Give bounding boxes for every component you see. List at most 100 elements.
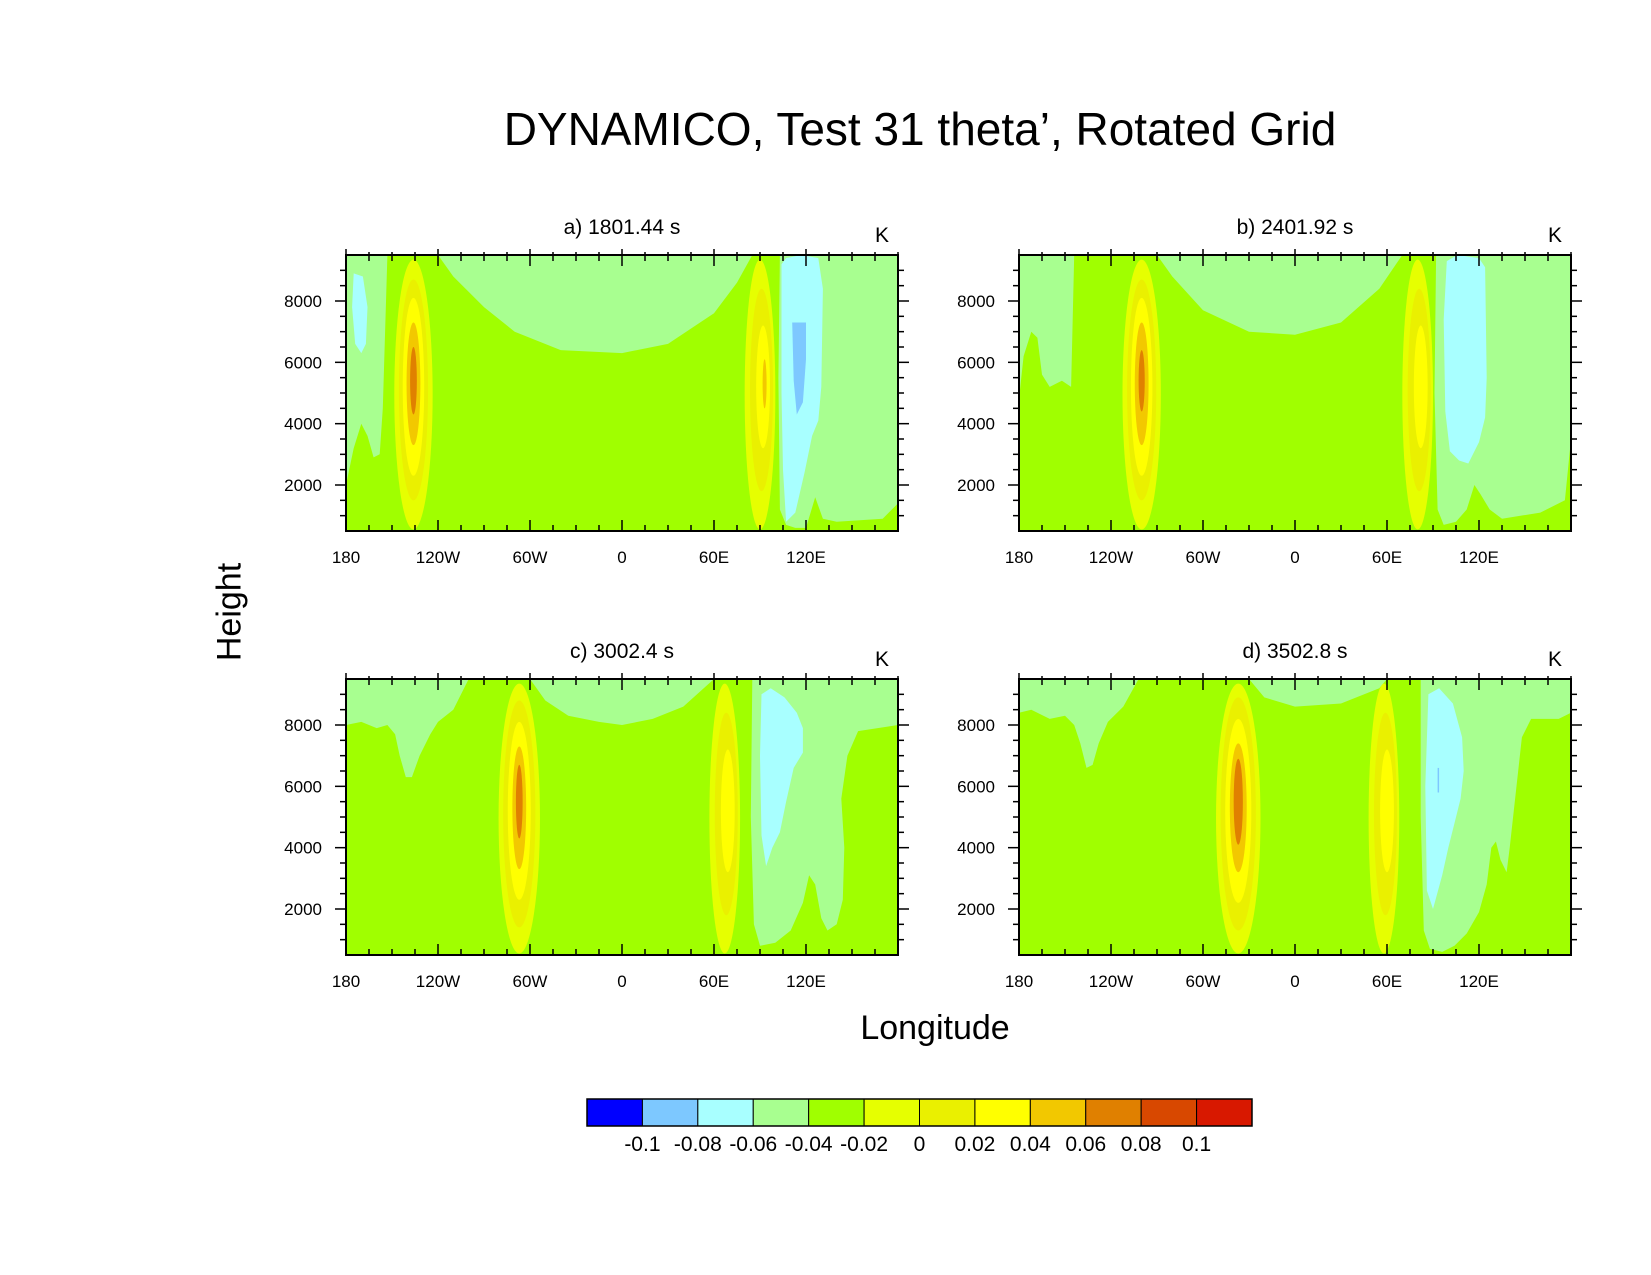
contour-region [1019,255,1075,400]
panel-units: K [875,224,889,247]
contour-region [1019,679,1139,768]
contour-field [1019,255,1571,531]
panel-units: K [1548,224,1562,247]
colorbar-label: 0.1 [1182,1133,1211,1156]
colorbar-label: -0.1 [624,1133,660,1156]
colorbar-swatch [974,1098,1031,1127]
x-tick-label: 60W [513,972,548,991]
colorbar-swatch [697,1098,754,1127]
colorbar-label: -0.08 [674,1133,722,1156]
x-tick-label: 120E [1459,548,1499,567]
colorbar-swatch [808,1098,865,1127]
colorbar-swatch [863,1098,920,1127]
y-tick-label: 4000 [957,839,995,858]
x-tick-label: 120W [1089,972,1133,991]
contour-field [346,679,898,955]
colorbar-swatch [752,1098,810,1127]
contour-blob [1233,758,1243,845]
colorbar-label: -0.06 [729,1133,777,1156]
x-tick-label: 120W [1089,548,1133,567]
y-tick-label: 6000 [284,777,322,796]
contour-region [1437,767,1440,793]
panel-a: 180 120W 60W 0 60E 120E 2000 4000 6000 8000 a) 180… [284,216,909,567]
contour-blob [1413,325,1428,449]
x-tick-label: 180 [332,548,360,567]
contour-blob [515,764,523,839]
figure-title: DYNAMICO, Test 31 theta’, Rotated Grid [503,103,1337,155]
contour-blob [762,359,767,409]
colorbar: -0.1 -0.08 -0.06 -0.04 -0.02 0 0.02 0.04 0.06 0.0… [586,1098,1253,1156]
contour-region [352,273,368,354]
panel-d: 180 120W 60W 0 60E 120E 2000 4000 6000 8000 d) 350… [957,640,1582,991]
x-tick-label: 60E [699,548,729,567]
colorbar-swatch [1196,1098,1253,1127]
x-tick-label: 120E [1459,972,1499,991]
x-tick-label: 60W [513,548,548,567]
contour-region [530,679,714,725]
y-tick-label: 2000 [284,900,322,919]
x-tick-label: 60E [1372,972,1402,991]
panel-b: 180 120W 60W 0 60E 120E 2000 4000 6000 8000 b) 240… [957,216,1582,567]
colorbar-swatch [586,1098,643,1127]
panel-units: K [875,648,889,671]
panel-title: b) 2401.92 s [1237,216,1354,239]
contour-field [1019,679,1571,955]
contour-region [760,688,803,867]
x-tick-label: 60E [699,972,729,991]
y-tick-label: 2000 [957,900,995,919]
contour-region [438,255,753,354]
panel-units: K [1548,648,1562,671]
colorbar-swatch [919,1098,976,1127]
panel-title: c) 3002.4 s [570,640,674,663]
x-tick-label: 120E [786,972,826,991]
x-tick-label: 0 [617,972,626,991]
colorbar-label: 0.08 [1121,1133,1162,1156]
y-tick-label: 4000 [284,839,322,858]
y-tick-label: 8000 [957,716,995,735]
colorbar-label: -0.04 [785,1133,833,1156]
y-tick-label: 4000 [957,415,995,434]
contour-region [1249,679,1387,707]
panel-c: 180 120W 60W 0 60E 120E 2000 4000 6000 8000 c) 300… [284,640,909,991]
x-tick-label: 0 [617,548,626,567]
colorbar-label: 0 [914,1133,926,1156]
contour-blob [410,347,417,415]
colorbar-swatch [641,1098,699,1127]
y-tick-label: 8000 [284,716,322,735]
x-tick-label: 120W [416,972,460,991]
colorbar-label: 0.02 [954,1133,995,1156]
contour-region [346,679,469,778]
colorbar-label: 0.04 [1010,1133,1051,1156]
contour-region [1443,255,1487,464]
contour-blob [720,749,735,873]
colorbar-label: 0.06 [1065,1133,1106,1156]
colorbar-label: -0.02 [840,1133,888,1156]
colorbar-swatch [1140,1098,1198,1127]
y-tick-label: 2000 [284,476,322,495]
x-tick-label: 180 [1005,972,1033,991]
x-tick-label: 120W [416,548,460,567]
y-tick-label: 8000 [284,292,322,311]
panel-title: a) 1801.44 s [564,216,681,239]
y-tick-label: 6000 [957,777,995,796]
x-tick-label: 180 [1005,548,1033,567]
x-axis-label: Longitude [860,1009,1010,1047]
x-tick-label: 180 [332,972,360,991]
colorbar-swatch [1085,1098,1142,1127]
colorbar-swatch [1029,1098,1087,1127]
y-tick-label: 8000 [957,292,995,311]
contour-blob [1380,749,1394,873]
x-tick-label: 0 [1290,972,1299,991]
contour-region [792,322,806,415]
contour-field [346,255,898,531]
contour-blob [1138,350,1145,412]
panel-title: d) 3502.8 s [1242,640,1347,663]
contour-region [1157,255,1403,335]
x-tick-label: 0 [1290,548,1299,567]
y-tick-label: 6000 [284,353,322,372]
y-tick-label: 2000 [957,476,995,495]
contour-region [1425,688,1464,909]
colorbar-frame [586,1098,1253,1127]
